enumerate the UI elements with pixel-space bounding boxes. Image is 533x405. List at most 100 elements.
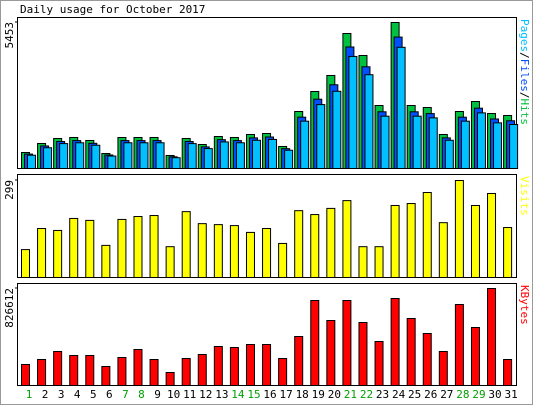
bar bbox=[300, 120, 310, 169]
x-tick-label: 5 bbox=[90, 388, 97, 401]
bar bbox=[310, 299, 320, 387]
chart-title: Daily usage for October 2017 bbox=[20, 3, 205, 16]
bar bbox=[85, 354, 95, 387]
bar bbox=[197, 223, 207, 278]
bar bbox=[390, 204, 400, 278]
bar bbox=[21, 249, 30, 279]
bar bbox=[438, 350, 448, 386]
bar bbox=[181, 357, 191, 386]
bar bbox=[278, 357, 288, 386]
bar bbox=[219, 141, 229, 169]
bar bbox=[284, 149, 294, 169]
bar bbox=[454, 303, 464, 386]
bar bbox=[203, 148, 213, 169]
bar bbox=[165, 246, 175, 278]
y-tick-label: 5453 bbox=[3, 22, 16, 49]
bar bbox=[268, 138, 278, 169]
bar bbox=[342, 299, 352, 387]
bar bbox=[197, 353, 207, 387]
y-tick-label: 299 bbox=[3, 180, 16, 200]
x-tick-label: 4 bbox=[74, 388, 81, 401]
x-tick-label: 24 bbox=[392, 388, 406, 401]
bar bbox=[406, 317, 416, 387]
bar bbox=[454, 180, 464, 278]
x-tick-label: 28 bbox=[456, 388, 469, 401]
bar bbox=[460, 120, 470, 169]
x-tick-label: 3 bbox=[58, 388, 65, 401]
bar bbox=[348, 55, 358, 169]
x-tick-label: 27 bbox=[440, 388, 453, 401]
legend: Pages/Files/Hits bbox=[518, 19, 531, 125]
bar bbox=[412, 115, 422, 169]
bar bbox=[358, 321, 368, 386]
bar bbox=[509, 124, 519, 169]
bar bbox=[278, 242, 288, 279]
x-tick-label: 18 bbox=[296, 388, 309, 401]
bar bbox=[444, 139, 454, 169]
bar bbox=[165, 371, 175, 387]
bar bbox=[310, 214, 320, 278]
legend-entry: Files bbox=[518, 59, 531, 92]
bar bbox=[358, 246, 368, 278]
x-tick-label: 22 bbox=[360, 388, 373, 401]
legend-entry: Hits bbox=[518, 99, 531, 126]
bar bbox=[133, 216, 143, 279]
x-tick-label: 19 bbox=[312, 388, 325, 401]
bar bbox=[294, 335, 304, 386]
x-tick-label: 20 bbox=[328, 388, 341, 401]
x-tick-label: 13 bbox=[215, 388, 228, 401]
bar bbox=[438, 222, 448, 279]
bar bbox=[75, 142, 85, 169]
bar bbox=[262, 228, 272, 279]
bar bbox=[21, 363, 30, 387]
bar bbox=[117, 218, 127, 278]
x-tick-label: 9 bbox=[154, 388, 161, 401]
bar bbox=[101, 365, 111, 386]
bar bbox=[101, 244, 111, 279]
bar bbox=[316, 104, 326, 169]
x-tick-label: 26 bbox=[424, 388, 437, 401]
bar bbox=[123, 142, 133, 169]
bar bbox=[53, 350, 63, 386]
x-tick-label: 10 bbox=[167, 388, 180, 401]
bar bbox=[422, 192, 432, 278]
x-tick-label: 29 bbox=[472, 388, 485, 401]
bar bbox=[213, 224, 223, 279]
bar bbox=[27, 154, 36, 169]
bar bbox=[37, 228, 47, 279]
x-tick-label: 21 bbox=[344, 388, 357, 401]
x-tick-label: 7 bbox=[122, 388, 129, 401]
bar bbox=[251, 139, 261, 169]
bar bbox=[503, 358, 513, 386]
bar bbox=[262, 343, 272, 386]
bar bbox=[37, 358, 47, 386]
axis-label: Visits bbox=[518, 176, 531, 216]
bar bbox=[326, 319, 336, 386]
bar bbox=[149, 358, 159, 386]
x-tick-label: 16 bbox=[263, 388, 276, 401]
bar bbox=[374, 246, 384, 278]
bar bbox=[149, 215, 159, 278]
bar bbox=[139, 142, 149, 169]
bar bbox=[326, 207, 336, 278]
bar bbox=[476, 112, 486, 169]
bar bbox=[332, 90, 342, 169]
bar bbox=[43, 147, 53, 169]
bar bbox=[342, 200, 352, 278]
x-tick-label: 11 bbox=[183, 388, 196, 401]
x-tick-label: 17 bbox=[279, 388, 292, 401]
bar bbox=[503, 227, 513, 278]
legend-entry: Pages bbox=[518, 19, 531, 52]
bar bbox=[69, 354, 79, 387]
bar bbox=[53, 229, 63, 279]
bar bbox=[487, 192, 497, 279]
bar bbox=[181, 211, 191, 278]
bar bbox=[91, 144, 101, 169]
bar bbox=[380, 115, 390, 169]
bar bbox=[69, 217, 79, 279]
x-tick-label: 30 bbox=[488, 388, 501, 401]
x-tick-label: 25 bbox=[408, 388, 421, 401]
legend: KBytes bbox=[518, 285, 531, 325]
bar bbox=[364, 74, 374, 169]
x-tick-label: 12 bbox=[199, 388, 212, 401]
